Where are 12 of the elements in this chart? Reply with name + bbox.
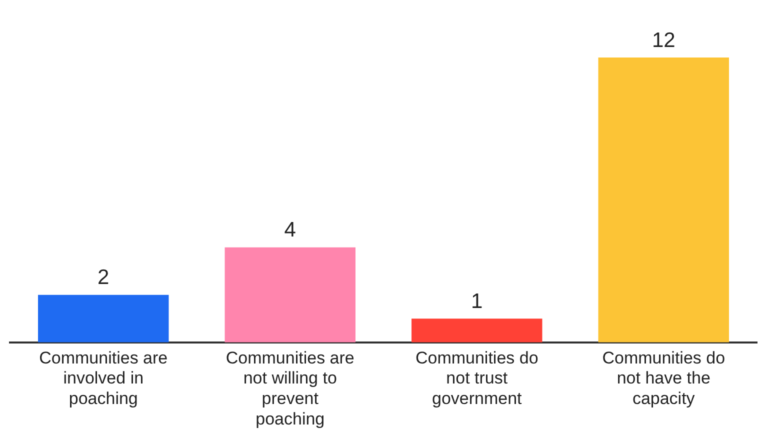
bar [224, 247, 356, 342]
data-label: 12 [652, 28, 676, 52]
data-label: 2 [98, 266, 110, 290]
x-tick-label: Communities do not have the capacity [602, 348, 726, 408]
x-tick-label: Communities are not willing to prevent poaching [226, 348, 354, 428]
x-tick-label: Communities do not trust government [415, 348, 538, 408]
bar [38, 294, 169, 342]
data-label: 4 [284, 218, 296, 242]
x-tick-label: Communities are involved in poaching [39, 348, 168, 408]
data-label: 1 [471, 290, 483, 313]
bar [412, 318, 542, 342]
bar [598, 57, 729, 342]
